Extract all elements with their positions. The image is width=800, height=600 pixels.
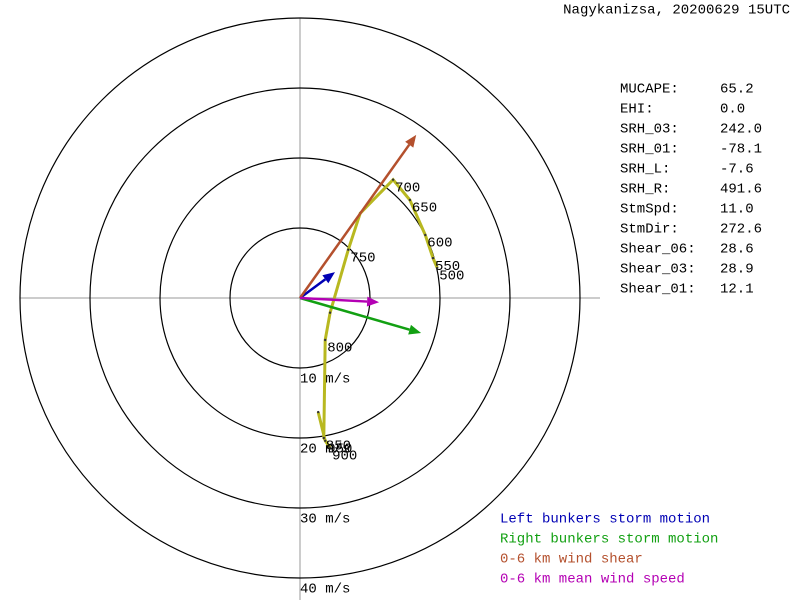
pressure-label: 950 [327,442,352,458]
pressure-label: 850 [326,439,351,455]
parameter-value: 0.0 [720,102,745,118]
parameter-value: 242.0 [720,122,762,138]
range-ring [159,157,441,439]
parameter-name: SRH_03: [620,122,679,138]
hodograph-point [324,439,327,442]
parameter-name: MUCAPE: [620,82,679,98]
parameter-name: SRH_01: [620,142,679,158]
ring-label: 30 m/s [300,512,350,528]
hodograph-point [322,436,325,440]
parameter-name: SRH_R: [620,182,670,198]
range-ring [89,87,511,509]
parameter-value: 491.6 [720,182,762,198]
pressure-label: 800 [327,341,352,357]
parameter-name: Shear_03: [620,262,696,278]
pressure-label: 550 [435,259,460,275]
hodograph-point [324,338,327,342]
ring-label: 40 m/s [300,582,350,598]
hodograph-point [317,410,320,414]
parameter-name: EHI: [620,102,654,118]
pressure-label: 900 [332,449,357,465]
hodograph-point [408,198,412,202]
hodograph-point [347,248,350,251]
arrow-head [405,134,417,148]
pressure-label: 600 [427,236,452,252]
parameter-value: 28.6 [720,242,754,258]
legend-entry: 0-6 km wind shear [500,552,643,568]
legend-entry: Left bunkers storm motion [500,512,710,528]
parameter-value: 28.9 [720,262,754,278]
parameter-value: 65.2 [720,82,754,98]
parameter-name: StmSpd: [620,202,679,218]
parameter-value: -78.1 [720,142,762,158]
parameter-name: Shear_01: [620,282,696,298]
parameter-value: 12.1 [720,282,754,298]
arrow-head [408,324,422,335]
vector-arrow [298,143,411,299]
pressure-label: 500 [439,269,464,285]
parameter-value: 272.6 [720,222,762,238]
hodograph-trace [316,177,439,449]
hodograph-point [436,266,439,270]
parameter-name: StmDir: [620,222,679,238]
parameter-value: 11.0 [720,202,754,218]
vector-arrow [299,296,410,331]
pressure-label: 700 [395,180,420,196]
pressure-label: 750 [350,250,375,266]
vector-arrow [299,278,327,300]
range-ring [19,17,581,579]
legend-entry: Right bunkers storm motion [500,532,718,548]
parameter-value: -7.6 [720,162,754,178]
hodograph-point [431,256,435,260]
hodograph-point [328,311,332,314]
chart-title: Nagykanizsa, 20200629 15UTC [563,3,790,19]
parameter-name: SRH_L: [620,162,670,178]
hodograph-point [328,446,332,449]
parameter-name: Shear_06: [620,242,696,258]
pressure-label: 650 [412,201,437,217]
arrow-head [366,296,380,307]
ring-label: 20 m/s [300,442,350,458]
hodograph-point [424,233,427,237]
legend-entry: 0-6 km mean wind speed [500,572,685,588]
arrow-head [322,272,335,284]
hodograph-point [391,178,395,181]
vector-arrow [299,296,368,303]
